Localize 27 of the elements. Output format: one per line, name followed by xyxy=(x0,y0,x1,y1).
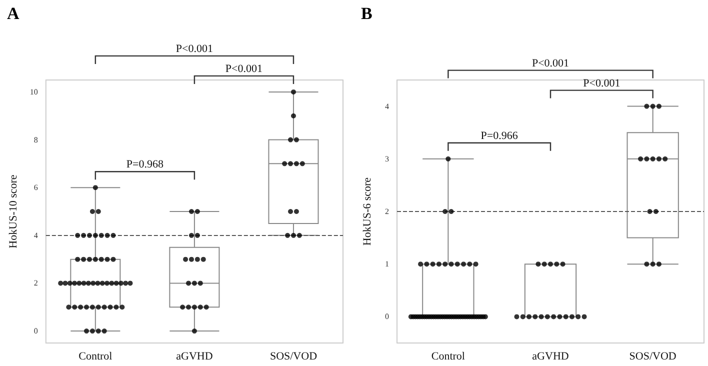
x-tick-label: SOS/VOD xyxy=(629,350,676,362)
y-tick-label: 4 xyxy=(385,102,389,111)
x-tick-label: Control xyxy=(431,350,465,362)
annotation: P=0.968 xyxy=(126,158,164,171)
text: P<0.001 xyxy=(532,57,570,70)
x-tick-label: Control xyxy=(78,350,112,362)
y-tick-label: 2 xyxy=(385,207,389,216)
y-axis-title: HokUS-6 score xyxy=(362,177,374,246)
text: P<0.001 xyxy=(176,42,213,55)
chart-title: B xyxy=(361,4,372,23)
x-tick-label: aGVHD xyxy=(176,350,213,362)
y-tick-label: 4 xyxy=(34,230,38,240)
y-axis-title: HokUS-10 score xyxy=(8,174,20,248)
y-tick-label: 10 xyxy=(30,87,38,96)
chart-title: A xyxy=(7,4,20,23)
y-tick-label: 6 xyxy=(34,183,38,192)
x-tick-label: aGVHD xyxy=(532,350,569,362)
y-tick-label: 8 xyxy=(34,135,38,144)
text: P<0.001 xyxy=(225,62,263,75)
y-tick-label: 3 xyxy=(385,154,389,164)
y-tick-label: 0 xyxy=(34,326,38,336)
annotation: P=0.966 xyxy=(480,130,518,142)
x-tick-label: SOS/VOD xyxy=(270,350,318,362)
y-tick-label: 0 xyxy=(385,312,389,322)
y-tick-label: 1 xyxy=(385,260,389,269)
annotation: P<0.001 xyxy=(583,77,620,90)
y-tick-label: 2 xyxy=(34,278,38,288)
